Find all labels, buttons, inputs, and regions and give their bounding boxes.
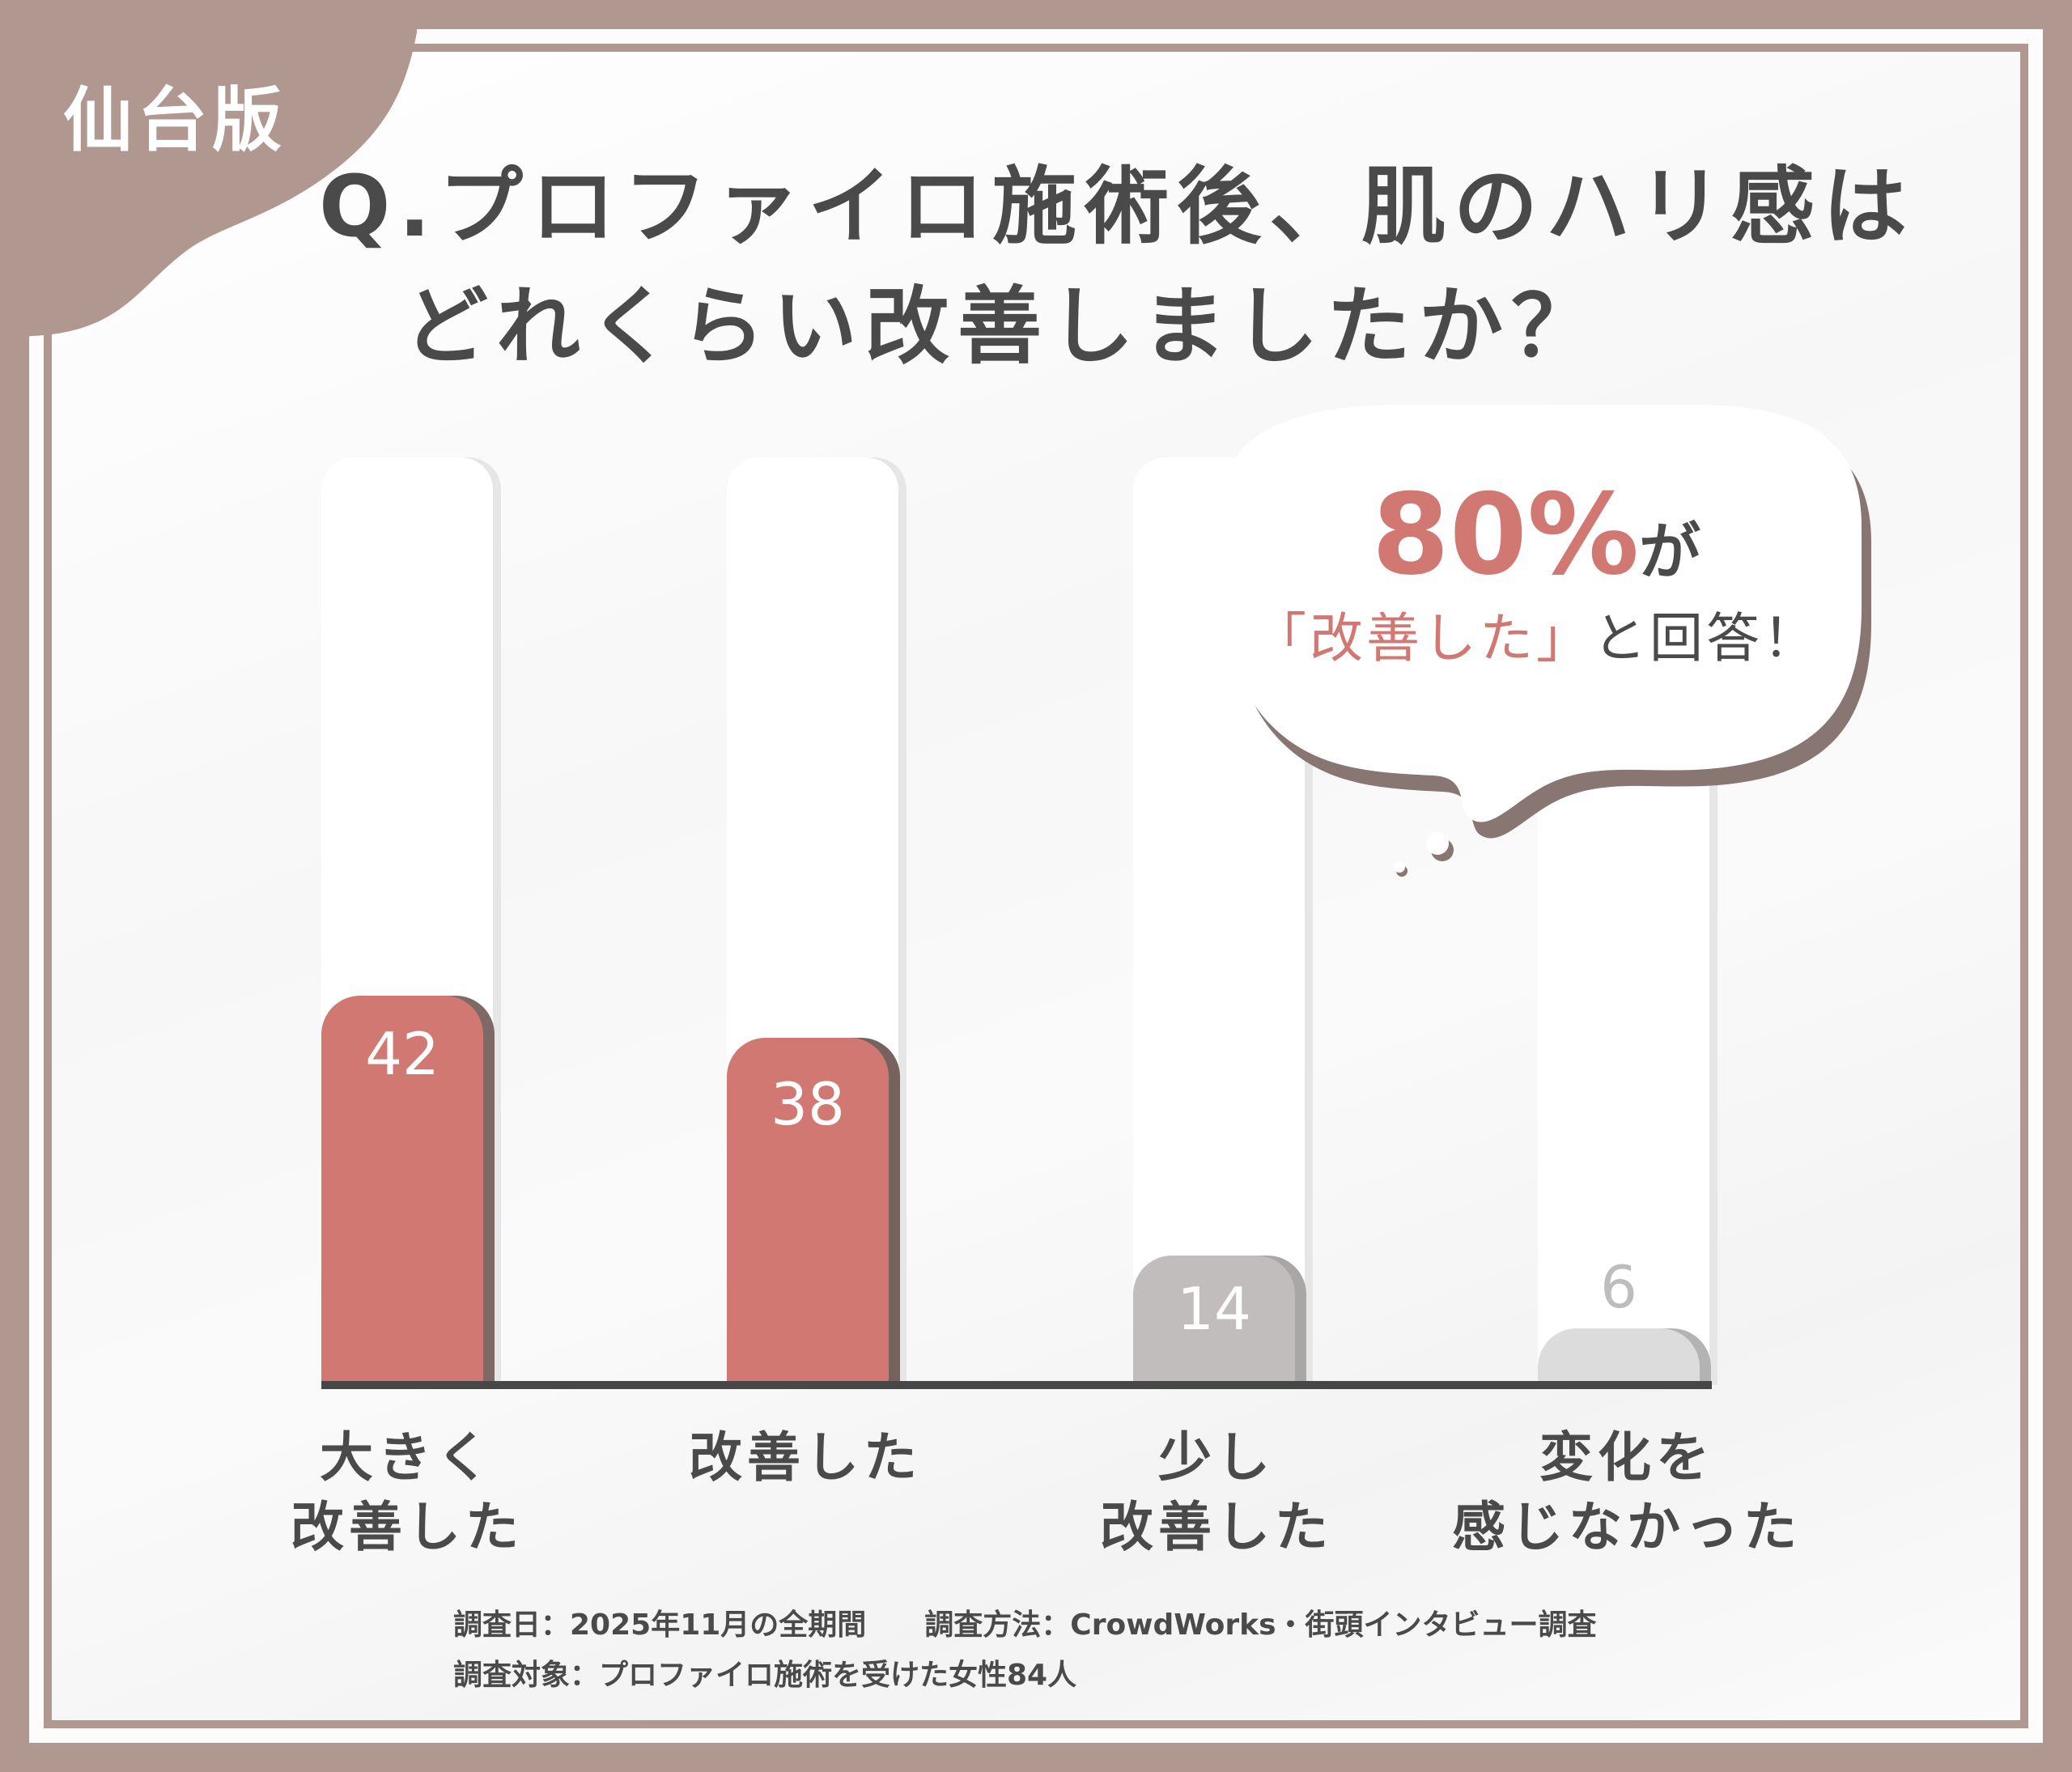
region-badge: 仙台版 <box>63 80 287 161</box>
x-axis-line <box>321 1381 1712 1389</box>
bar-1: 42 <box>321 996 483 1385</box>
x-label-4: 変化を 感じなかった <box>1452 1426 1802 1558</box>
chart-title-line1: Q.プロファイロ施術後、肌のハリ感は <box>319 157 1915 256</box>
x-label-1: 大きく 改善した <box>291 1426 524 1558</box>
bar-2: 38 <box>727 1038 889 1385</box>
callout-subline: 「改善した」と回答！ <box>1209 595 1863 673</box>
corner-badge-shape <box>0 0 417 340</box>
callout-headline: 80%が <box>1209 470 1863 600</box>
x-label-3: 少し 改善した <box>1100 1426 1333 1558</box>
speech-bubble <box>1222 405 1871 877</box>
x-label-2: 改善した <box>689 1426 922 1489</box>
callout-quote: 「改善した」 <box>1253 607 1593 669</box>
callout-suffix: が <box>1639 516 1701 588</box>
survey-info-line2: 調査対象：プロファイロ施術を受けた女性84人 <box>453 1659 1077 1692</box>
bar-3: 14 <box>1133 1256 1295 1385</box>
bar-value-1: 42 <box>365 1020 439 1088</box>
bar-value-4: 6 <box>1600 1253 1637 1321</box>
survey-info-line1: 調査日：2025年11月の全期間 調査方法：CrowdWorks・街頭インタビュ… <box>453 1608 1597 1642</box>
inner-frame-line <box>44 44 2028 1728</box>
bar-4 <box>1538 1328 1700 1385</box>
chart-title-line2: どれくらい改善しましたか？ <box>403 277 1603 376</box>
callout-rest: と回答！ <box>1593 607 1819 669</box>
callout-percent: 80% <box>1371 470 1640 600</box>
bar-value-2: 38 <box>771 1070 845 1138</box>
bar-value-3: 14 <box>1177 1275 1251 1343</box>
